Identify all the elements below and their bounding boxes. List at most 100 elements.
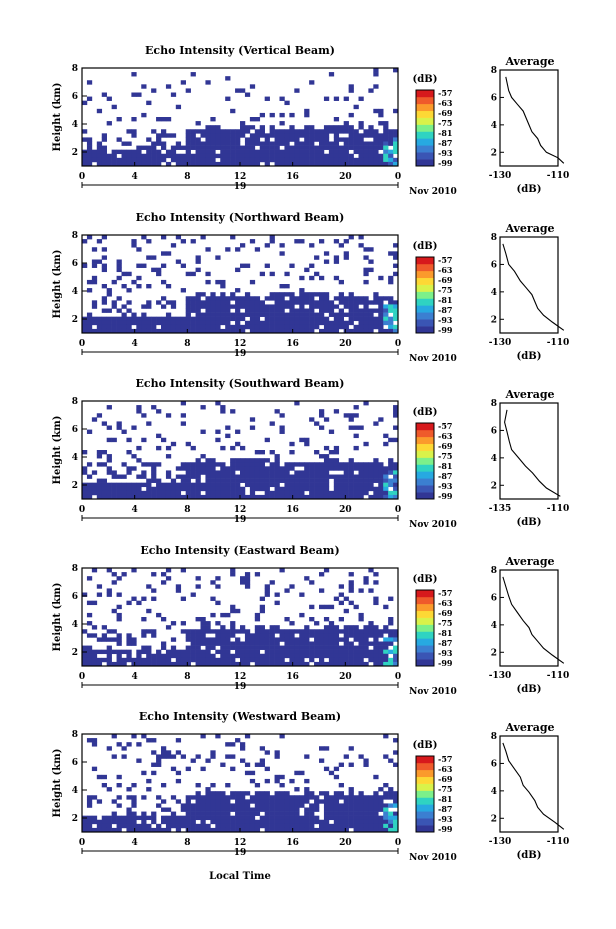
heatmap-cell bbox=[106, 827, 112, 833]
heatmap-cell bbox=[289, 661, 295, 667]
heatmap-cell bbox=[240, 157, 246, 163]
heatmap-cell bbox=[348, 474, 354, 479]
heatmap-cell bbox=[230, 815, 236, 821]
heatmap-cell bbox=[269, 292, 275, 297]
heatmap-cell bbox=[195, 308, 201, 313]
colorbar-swatch bbox=[416, 284, 434, 292]
heatmap-cell bbox=[269, 450, 275, 455]
heatmap-cell bbox=[284, 486, 290, 492]
heatmap-cell bbox=[185, 271, 191, 277]
heatmap-cell bbox=[86, 633, 93, 638]
heatmap-cell bbox=[220, 795, 226, 800]
heatmap-cell bbox=[264, 466, 270, 471]
heatmap-cell bbox=[294, 490, 300, 496]
month-label: Nov 2010 bbox=[409, 687, 457, 697]
heatmap-cell bbox=[96, 454, 103, 459]
heatmap-cell bbox=[116, 263, 122, 268]
heatmap-cell bbox=[156, 445, 162, 451]
heatmap-cell bbox=[393, 738, 399, 743]
heatmap-cell bbox=[175, 750, 182, 755]
heatmap-cell bbox=[383, 811, 389, 816]
heatmap-cell bbox=[175, 235, 182, 240]
heatmap-cell bbox=[353, 104, 359, 110]
heatmap-cell bbox=[314, 807, 320, 812]
heatmap-cell bbox=[264, 328, 270, 334]
heatmap-cell bbox=[314, 304, 320, 309]
heatmap-cell bbox=[348, 494, 354, 500]
heatmap-cell bbox=[86, 612, 93, 618]
heatmap-cell bbox=[101, 157, 107, 163]
heatmap-cell bbox=[185, 308, 191, 313]
heatmap-cell bbox=[294, 328, 300, 334]
heatmap-cell bbox=[165, 445, 172, 451]
heatmap-cell bbox=[348, 633, 354, 638]
heatmap-cell bbox=[269, 316, 275, 322]
heatmap-cell bbox=[161, 251, 167, 256]
colorbar-tick: -81 bbox=[438, 128, 452, 138]
heatmap-cell bbox=[338, 474, 344, 479]
heatmap-cell bbox=[338, 823, 344, 829]
heatmap-cell bbox=[200, 657, 206, 663]
heatmap-cell bbox=[86, 799, 93, 804]
colorbar-tick: -69 bbox=[438, 608, 453, 618]
heatmap-cell bbox=[146, 255, 152, 260]
heatmap-cell bbox=[269, 296, 275, 301]
colorbar-swatch bbox=[416, 797, 434, 805]
heatmap-cell bbox=[289, 621, 295, 626]
heatmap-cell bbox=[343, 815, 349, 821]
heatmap-cell bbox=[388, 787, 394, 792]
heatmap-cell bbox=[254, 308, 261, 313]
heatmap-cell bbox=[156, 267, 162, 273]
heatmap-cell bbox=[86, 288, 93, 293]
heatmap-cell bbox=[319, 304, 325, 309]
heatmap-cell bbox=[314, 637, 320, 642]
heatmap-cell bbox=[338, 819, 344, 825]
y-tick-label: 6 bbox=[72, 92, 78, 102]
heatmap-cell bbox=[235, 823, 241, 829]
heatmap-cell bbox=[284, 161, 290, 167]
heatmap-cell bbox=[269, 637, 275, 642]
heatmap-cell bbox=[274, 803, 280, 808]
heatmap-cell bbox=[348, 787, 354, 792]
heatmap-cell bbox=[323, 625, 330, 630]
heatmap-cell bbox=[240, 490, 246, 496]
heatmap-cell bbox=[101, 267, 107, 273]
colorbar-tick: -93 bbox=[438, 814, 453, 824]
heatmap-cell bbox=[170, 621, 177, 626]
heatmap-cell bbox=[220, 641, 226, 646]
heatmap-cell bbox=[393, 157, 399, 163]
heatmap-cell bbox=[165, 470, 172, 475]
heatmap-cell bbox=[333, 815, 340, 821]
heatmap-cell bbox=[180, 161, 186, 167]
heatmap-cell bbox=[363, 641, 369, 646]
heatmap-cell bbox=[116, 661, 122, 667]
heatmap-cell bbox=[323, 462, 330, 467]
heatmap-cell bbox=[259, 482, 265, 488]
heatmap-cell bbox=[309, 157, 315, 163]
heatmap-cell bbox=[388, 296, 394, 301]
heatmap-cell bbox=[240, 121, 246, 126]
heatmap-cell bbox=[363, 320, 369, 326]
heatmap-cell bbox=[323, 617, 330, 622]
heatmap-cell bbox=[378, 657, 384, 663]
heatmap-cell bbox=[274, 129, 280, 134]
colorbar-tick: -87 bbox=[438, 804, 452, 814]
heatmap-cell bbox=[86, 576, 93, 581]
heatmap-cell bbox=[101, 235, 107, 240]
heatmap-cell bbox=[91, 766, 98, 772]
heatmap-cell bbox=[368, 149, 374, 155]
heatmap-cell bbox=[314, 490, 320, 496]
heatmap-cell bbox=[343, 96, 349, 101]
heatmap-cell bbox=[136, 490, 142, 496]
heatmap-cell bbox=[146, 649, 152, 655]
heatmap-cell bbox=[185, 478, 191, 483]
heatmap-cell bbox=[210, 296, 216, 301]
heatmap-cell bbox=[294, 157, 300, 163]
heatmap-cell bbox=[175, 738, 182, 743]
heatmap-cell bbox=[205, 641, 211, 646]
heatmap-cell bbox=[141, 153, 147, 159]
heatmap-cell bbox=[388, 153, 394, 159]
heatmap-cell bbox=[353, 129, 359, 134]
heatmap-cell bbox=[220, 791, 226, 796]
heatmap-cell bbox=[338, 137, 344, 142]
